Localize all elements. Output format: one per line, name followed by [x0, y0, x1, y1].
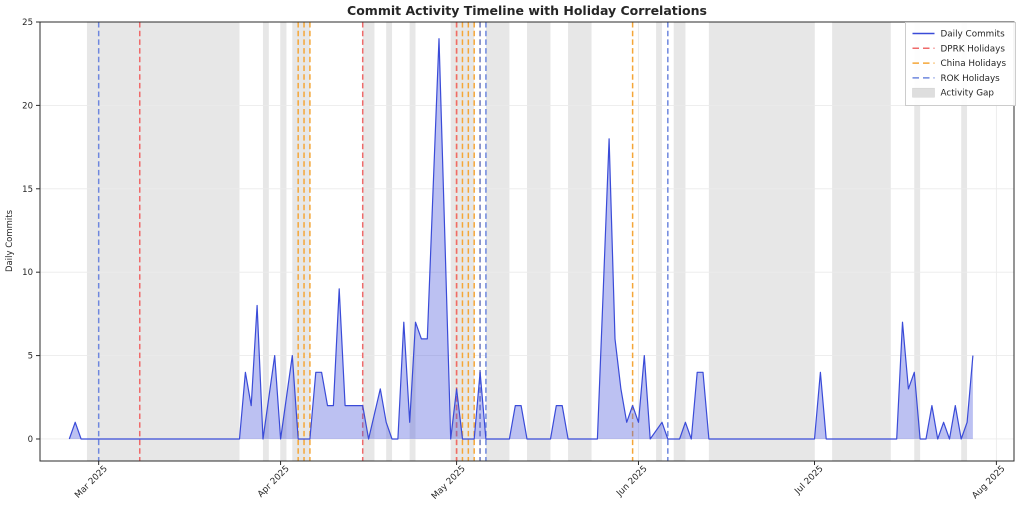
legend-item-label: ROK Holidays	[941, 74, 1001, 84]
legend-swatch-activity-gap	[912, 87, 935, 98]
activity-gap-band	[708, 22, 815, 461]
legend-item-label: Daily Commits	[941, 30, 1006, 40]
legend: Daily Commits DPRK Holidays China Holidays…	[905, 22, 1016, 106]
activity-gap-band	[568, 22, 592, 461]
activity-gap-band	[656, 22, 662, 461]
activity-gap-band	[673, 22, 686, 461]
daily-commits-series	[68, 38, 974, 440]
activity-gap-band	[280, 22, 287, 461]
activity-gap-band	[832, 22, 891, 461]
y-axis-tick-label: 10	[22, 268, 33, 278]
legend-item-activity-gap: Activity Gap	[912, 87, 995, 99]
legend-item-label: Activity Gap	[941, 89, 995, 99]
y-axis-tick-label: 25	[22, 18, 33, 28]
plot-border	[39, 21, 1015, 462]
activity-gap-band	[292, 22, 310, 461]
activity-gap-band	[409, 22, 416, 461]
activity-gap-band	[914, 22, 921, 461]
legend-item-label: DPRK Holidays	[941, 44, 1006, 54]
holiday-lines	[97, 22, 669, 461]
activity-gap-bands	[86, 22, 968, 461]
chart-title: Commit Activity Timeline with Holiday Co…	[347, 3, 707, 18]
legend-item-dprk-holidays: DPRK Holidays	[912, 44, 1006, 54]
y-axis-label: Daily Commits	[5, 209, 15, 272]
activity-gap-band	[485, 22, 510, 461]
activity-gap-band	[362, 22, 375, 461]
activity-gap-band	[961, 22, 968, 461]
daily-commits-line	[68, 38, 974, 440]
y-axis-tick-label: 0	[28, 435, 33, 445]
y-axis-tick-label: 5	[28, 352, 33, 362]
legend-item-rok-holidays: ROK Holidays	[912, 74, 1001, 84]
legend-item-daily-commits: Daily Commits	[912, 30, 1006, 40]
activity-gap-band	[386, 22, 393, 461]
legend-item-china-holidays: China Holidays	[912, 59, 1007, 69]
activity-gap-band	[86, 22, 240, 461]
activity-gap-band	[262, 22, 269, 461]
y-axis-tick-label: 20	[22, 101, 33, 111]
activity-gap-band	[527, 22, 551, 461]
legend-item-label: China Holidays	[941, 59, 1007, 69]
y-axis-tick-label: 15	[22, 185, 33, 195]
